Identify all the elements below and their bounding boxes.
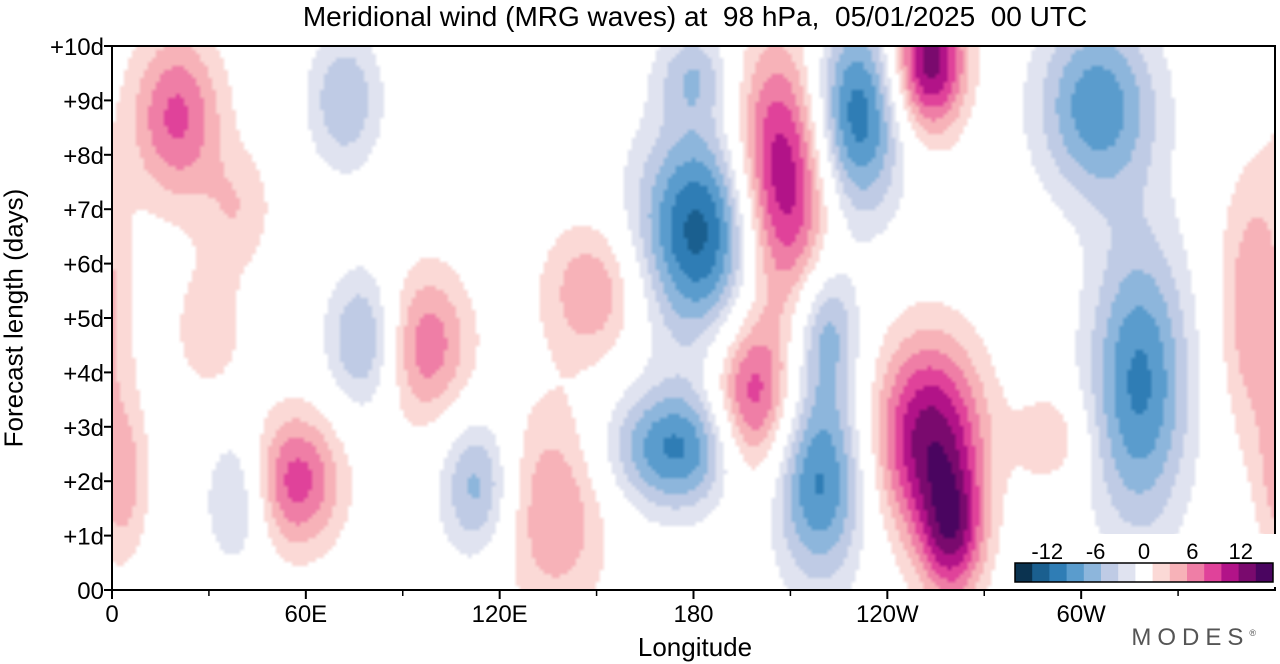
colorbar-swatch [1101, 563, 1119, 582]
colorbar-swatch [1032, 563, 1050, 582]
y-tick-label: +9d [63, 88, 104, 115]
colorbar-swatch [1187, 563, 1205, 582]
colorbar-swatch [1083, 563, 1102, 582]
contour-field [112, 46, 1275, 590]
x-tick-label: 0 [105, 601, 118, 628]
colorbar-label: -12 [1031, 539, 1063, 564]
y-tick-label: +5d [63, 306, 104, 333]
y-tick-label: +4d [63, 360, 104, 387]
x-tick-label: 60E [284, 601, 327, 628]
colorbar-swatch [1221, 563, 1240, 582]
colorbar-swatch [1135, 563, 1154, 582]
modes-logo: MODES® [1131, 624, 1256, 652]
colorbar-label: 12 [1229, 539, 1253, 564]
colorbar-swatch [1169, 563, 1188, 582]
colorbar-label: -6 [1086, 539, 1106, 564]
y-tick-label: +8d [63, 143, 104, 170]
brand-name: MODES [1131, 624, 1250, 651]
colorbar-swatch [1015, 563, 1033, 582]
colorbar-label: 6 [1186, 539, 1198, 564]
colorbar-swatch [1066, 563, 1085, 582]
colorbar-swatch [1049, 563, 1068, 582]
colorbar-label: 0 [1138, 539, 1150, 564]
x-tick-label: 180 [673, 601, 713, 628]
colorbar-swatch [1118, 563, 1136, 582]
chart-title: Meridional wind (MRG waves) at 98 hPa, 0… [302, 1, 1088, 32]
y-tick-label: +3d [63, 415, 104, 442]
colorbar-frame [1014, 562, 1274, 583]
x-tick-label: 120E [472, 601, 528, 628]
y-tick-label: +1d [63, 524, 104, 551]
y-tick-label: +2d [63, 469, 104, 496]
registered-mark: ® [1249, 628, 1256, 638]
colorbar-swatch [1152, 563, 1171, 582]
colorbar-swatch [1204, 563, 1222, 582]
y-tick-label: +6d [63, 252, 104, 279]
y-tick-label: +10d [50, 34, 104, 61]
colorbar-swatch [1255, 563, 1274, 582]
x-tick-label: 60W [1056, 601, 1106, 628]
y-tick-label: 00 [77, 578, 104, 605]
x-axis-label: Longitude [637, 632, 753, 662]
colorbar-swatch [1238, 563, 1257, 582]
x-tick-label: 120W [856, 601, 919, 628]
y-tick-label: +7d [63, 197, 104, 224]
